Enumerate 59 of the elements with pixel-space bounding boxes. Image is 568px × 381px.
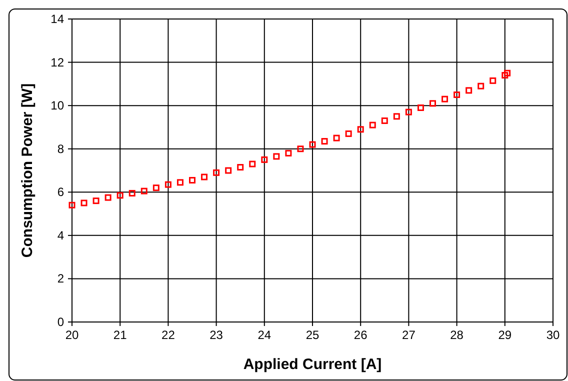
x-tick-label: 30 — [546, 328, 560, 342]
point — [201, 174, 208, 180]
point — [213, 169, 220, 176]
point — [466, 87, 472, 94]
x-tick-label: 24 — [258, 328, 272, 342]
y-tick-label: 0 — [57, 315, 64, 329]
point — [92, 198, 100, 204]
point — [261, 156, 268, 163]
x-tick-label: 28 — [450, 328, 464, 342]
point — [128, 190, 136, 196]
point — [490, 77, 496, 84]
y-tick-label: 4 — [57, 228, 64, 242]
x-axis-title: Applied Current [A] — [243, 356, 382, 373]
point — [504, 70, 511, 76]
y-tick-label: 10 — [50, 98, 64, 113]
y-tick-label: 2 — [57, 272, 64, 286]
point — [357, 126, 364, 133]
point — [68, 202, 76, 208]
y-tick-label: 12 — [50, 55, 64, 70]
y-tick-label: 8 — [57, 142, 64, 156]
x-tick-label: 26 — [354, 328, 368, 342]
point — [189, 176, 196, 184]
point — [333, 134, 340, 142]
point — [442, 96, 448, 102]
x-tick-label: 21 — [113, 328, 128, 342]
point — [345, 130, 352, 137]
y-tick-label: 14 — [50, 12, 64, 26]
x-tick-label: 22 — [162, 328, 176, 342]
point — [164, 181, 172, 188]
point — [140, 188, 148, 194]
point — [502, 72, 508, 79]
point — [176, 179, 184, 186]
point — [225, 167, 232, 174]
point — [381, 117, 388, 124]
point — [478, 82, 484, 90]
point — [116, 192, 124, 199]
point — [285, 150, 292, 156]
x-tick-label: 20 — [65, 328, 79, 342]
point — [104, 194, 112, 201]
point — [430, 100, 436, 107]
point — [273, 153, 280, 160]
point — [321, 138, 328, 145]
x-tick-label: 27 — [402, 328, 416, 342]
point — [393, 113, 400, 120]
point — [369, 122, 376, 128]
x-tick-label: 23 — [210, 328, 224, 342]
y-axis-title: Consumption Power [W] — [19, 83, 36, 258]
x-tick-label: 25 — [306, 328, 320, 342]
y-tick-label: 6 — [57, 185, 64, 200]
point — [405, 108, 412, 116]
point — [297, 146, 304, 152]
point — [249, 160, 256, 168]
point — [152, 184, 160, 192]
point — [237, 164, 244, 171]
point — [454, 92, 460, 98]
point — [80, 200, 88, 206]
point — [309, 141, 316, 148]
x-tick-label: 29 — [498, 328, 512, 342]
point — [417, 104, 424, 111]
